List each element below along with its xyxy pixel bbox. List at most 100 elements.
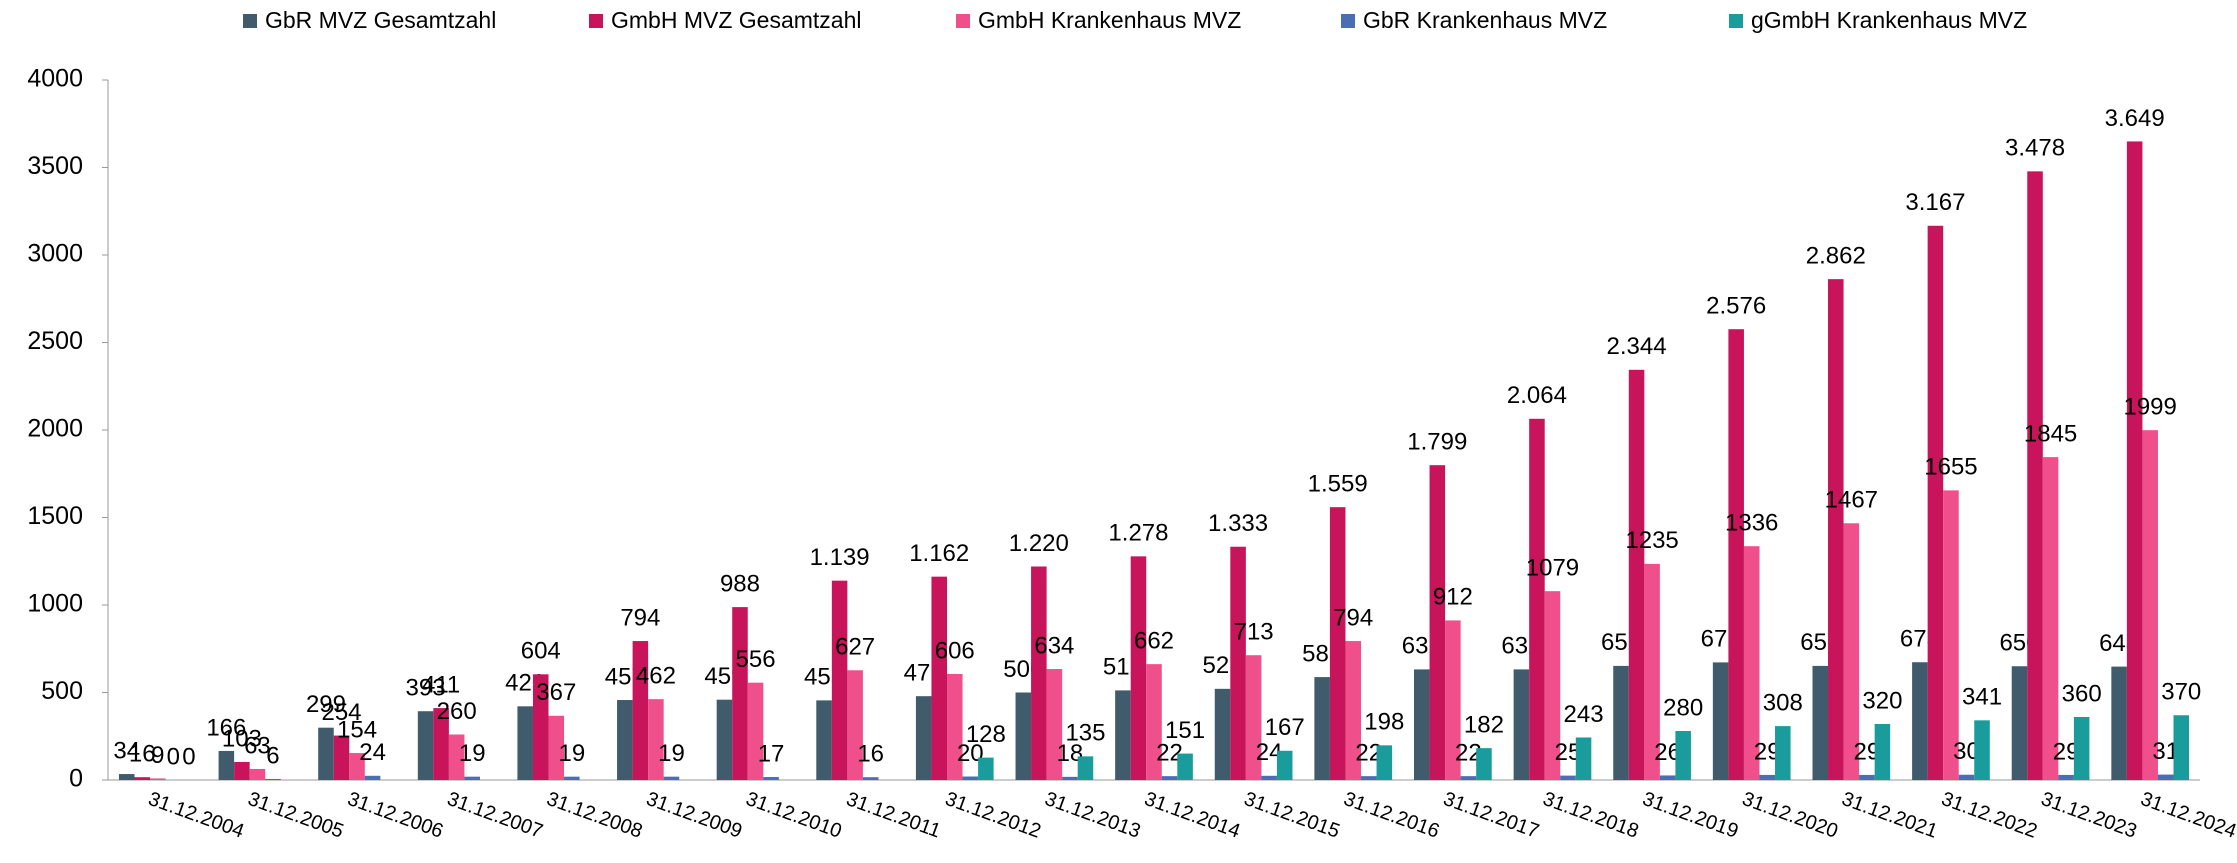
data-label: 2.344 xyxy=(1607,333,1667,360)
bar xyxy=(763,777,779,780)
data-label: 713 xyxy=(1234,619,1274,646)
bar xyxy=(1261,775,1277,780)
data-label: 627 xyxy=(835,634,875,661)
y-tick-label: 0 xyxy=(69,765,83,793)
data-label: 6 xyxy=(266,742,279,769)
data-label: 0 xyxy=(167,743,180,770)
data-label: 9 xyxy=(151,742,164,769)
bar xyxy=(1214,688,1231,780)
x-tick-label: 31.12.2007 xyxy=(444,788,546,843)
bar xyxy=(1644,563,1660,780)
x-tick-label: 31.12.2017 xyxy=(1440,788,1542,843)
data-label: 1.139 xyxy=(810,544,870,571)
bar xyxy=(1529,418,1545,780)
bar xyxy=(1958,774,1975,780)
data-label: 308 xyxy=(1763,689,1803,716)
bar xyxy=(1077,756,1094,780)
data-label: 254 xyxy=(321,699,361,726)
bar xyxy=(349,753,365,780)
bar xyxy=(1329,507,1346,780)
bar xyxy=(747,682,764,780)
x-tick-label: 31.12.2010 xyxy=(743,788,845,843)
legend-label: GbR Krankenhaus MVZ xyxy=(1363,7,1607,33)
data-label: 360 xyxy=(2062,680,2102,707)
bar xyxy=(448,734,465,780)
data-label: 1845 xyxy=(2024,420,2077,447)
data-label: 1.559 xyxy=(1308,471,1368,498)
legend-swatch xyxy=(243,14,257,28)
bar xyxy=(1476,748,1492,780)
data-label: 794 xyxy=(1333,604,1373,631)
x-tick-label: 31.12.2014 xyxy=(1141,788,1243,843)
x-tick-label: 31.12.2018 xyxy=(1540,788,1642,843)
data-label: 198 xyxy=(1364,709,1404,736)
x-tick-label: 31.12.2021 xyxy=(1839,788,1941,843)
data-label: 2.862 xyxy=(1806,242,1866,269)
data-label: 2.576 xyxy=(1706,293,1766,320)
data-label: 393 xyxy=(406,675,446,702)
x-tick-label: 31.12.2008 xyxy=(544,788,646,843)
bar xyxy=(1062,776,1078,780)
data-label: 182 xyxy=(1464,711,1504,738)
data-label: 2.064 xyxy=(1507,382,1567,409)
legend-swatch xyxy=(589,14,603,28)
bar xyxy=(1874,724,1891,780)
legend-label: gGmbH Krankenhaus MVZ xyxy=(1751,7,2027,33)
data-label: 556 xyxy=(736,646,776,673)
bar xyxy=(1613,665,1629,780)
bar xyxy=(732,607,748,780)
bar xyxy=(617,700,633,780)
bar xyxy=(1445,620,1461,780)
bar xyxy=(2126,141,2143,781)
data-label: 1999 xyxy=(2123,394,2176,421)
x-tick-label: 31.12.2006 xyxy=(344,788,446,843)
data-label: 299 xyxy=(306,691,346,718)
bar xyxy=(663,776,680,780)
data-label: 462 xyxy=(636,662,676,689)
bar xyxy=(1276,750,1293,780)
bar xyxy=(1775,726,1791,780)
bar xyxy=(1130,556,1147,780)
x-tick-label: 31.12.2024 xyxy=(2138,788,2237,843)
bar xyxy=(2042,457,2059,780)
data-label: 1079 xyxy=(1526,555,1579,582)
bar xyxy=(433,708,449,780)
data-label: 34 xyxy=(113,737,140,764)
bar xyxy=(1828,279,1844,780)
data-label: 128 xyxy=(966,721,1006,748)
data-label: 3.478 xyxy=(2005,135,2065,162)
bar xyxy=(1031,566,1047,780)
x-tick-label: 31.12.2019 xyxy=(1640,788,1742,843)
bar xyxy=(118,774,135,780)
bar xyxy=(2111,666,2127,780)
bar xyxy=(2173,715,2190,780)
data-label: 367 xyxy=(536,679,576,706)
bar xyxy=(333,735,350,780)
data-label: 1.799 xyxy=(1407,429,1467,456)
bar xyxy=(1245,655,1262,780)
x-tick-label: 31.12.2009 xyxy=(643,788,745,843)
x-tick-label: 31.12.2004 xyxy=(145,788,247,843)
data-label: 24 xyxy=(359,739,386,766)
data-label: 1.278 xyxy=(1108,520,1168,547)
data-label: 16 xyxy=(129,741,156,768)
bar xyxy=(1429,465,1446,780)
bar xyxy=(1659,775,1676,780)
data-label: 154 xyxy=(337,716,377,743)
data-label: 1.220 xyxy=(1009,530,1069,557)
data-label: 16 xyxy=(857,741,884,768)
bar xyxy=(464,776,480,780)
bar xyxy=(962,776,979,780)
data-label: 19 xyxy=(558,740,585,767)
data-label: 1655 xyxy=(1924,454,1977,481)
bar xyxy=(847,670,863,780)
bar xyxy=(234,761,250,780)
data-label: 988 xyxy=(720,570,760,597)
bar xyxy=(915,696,932,780)
bar xyxy=(1544,591,1561,780)
bar xyxy=(1812,665,1829,780)
bar xyxy=(1177,753,1193,780)
bar xyxy=(517,706,533,780)
x-tick-label: 31.12.2013 xyxy=(1042,788,1144,843)
